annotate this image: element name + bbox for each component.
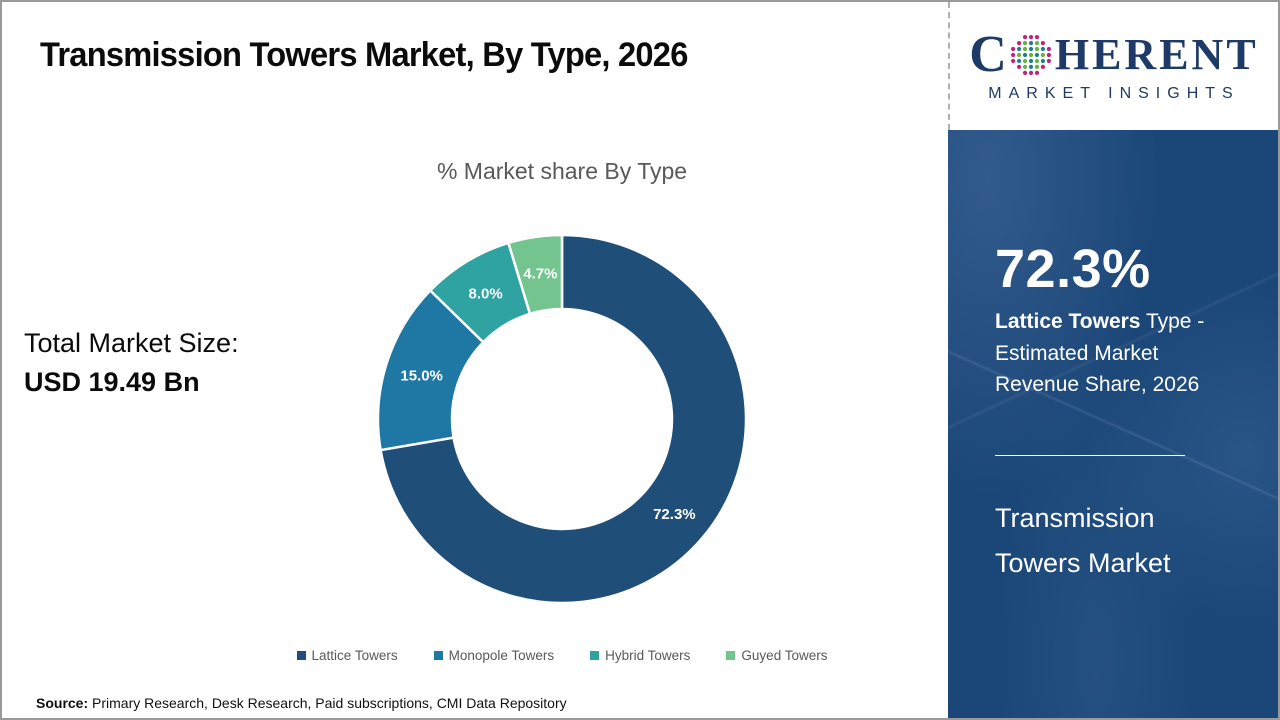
globe-dot [1028, 58, 1033, 64]
globe-dot [1040, 40, 1045, 46]
globe-dot [1034, 64, 1039, 70]
donut-slice-guyed-towers [506, 233, 564, 316]
legend-item-monopole-towers: Monopole Towers [433, 648, 555, 663]
globe-dot [1010, 58, 1016, 64]
globe-dot [1028, 64, 1033, 70]
logo-wordmark: C HERENT [969, 29, 1258, 81]
page-title: Transmission Towers Market, By Type, 202… [40, 36, 688, 74]
globe-dot [1016, 58, 1022, 64]
legend-label: Hybrid Towers [605, 648, 691, 663]
globe-dot [1034, 58, 1039, 64]
total-market-size-value: USD 19.49 Bn [24, 367, 200, 397]
globe-dot [1034, 35, 1039, 40]
globe-dot [1046, 46, 1051, 52]
globe-dot [1028, 46, 1033, 52]
donut-chart: 72.3% 15.0% 8.0% 4.7% [372, 229, 752, 609]
sidebar-stat-caption: Type - Estimated Market Revenue Share, 2… [995, 310, 1205, 396]
globe-dot [1016, 52, 1022, 58]
globe-dot [1010, 52, 1016, 58]
globe-dot [1034, 40, 1039, 46]
donut-slice-label: 4.7% [523, 266, 557, 283]
globe-dot [1022, 52, 1028, 58]
donut-slice-label: 72.3% [653, 506, 696, 523]
legend-item-lattice-towers: Lattice Towers [296, 648, 398, 663]
globe-dot [1016, 64, 1022, 70]
globe-dot [1040, 46, 1045, 52]
source-attribution: Source: Primary Research, Desk Research,… [36, 695, 567, 711]
sidebar-stat-value: 72.3% [995, 239, 1151, 299]
globe-dot [1034, 70, 1039, 75]
chart-title: % Market share By Type [436, 158, 688, 184]
globe-dot [1046, 58, 1051, 64]
logo-subtitle: MARKET INSIGHTS [988, 85, 1240, 102]
legend-item-hybrid-towers: Hybrid Towers [590, 648, 690, 663]
globe-dot [1040, 64, 1045, 70]
legend-marker-icon [726, 651, 736, 660]
legend-label: Guyed Towers [741, 648, 828, 663]
globe-dot [1022, 46, 1028, 52]
globe-dot [1022, 70, 1028, 75]
globe-dot [1034, 46, 1039, 52]
legend-label: Monopole Towers [448, 648, 555, 663]
globe-dot [1022, 58, 1028, 64]
logo-letter-c: C [969, 26, 1007, 83]
globe-dot [1040, 58, 1045, 64]
globe-dot [1010, 46, 1016, 52]
globe-dot [1034, 52, 1039, 58]
globe-dot [1022, 35, 1028, 40]
donut-slice-label: 15.0% [400, 367, 443, 384]
logo-letters-herent: HERENT [1054, 30, 1259, 79]
donut-slice-label: 8.0% [468, 285, 502, 302]
chart-legend: Lattice Towers Monopole Towers Hybrid Towe… [232, 648, 892, 663]
legend-label: Lattice Towers [311, 648, 398, 663]
globe-dot [1022, 64, 1028, 70]
legend-item-guyed-towers: Guyed Towers [726, 648, 827, 663]
sidebar-stat-description: Lattice Towers Type - Estimated Market R… [995, 306, 1233, 401]
globe-dot [1040, 52, 1045, 58]
sidebar-stat-segment: Lattice Towers [995, 310, 1141, 333]
globe-dot [1028, 35, 1033, 40]
globe-dots-icon [1010, 35, 1051, 75]
globe-dot [1028, 40, 1033, 46]
source-label: Source: [36, 695, 89, 711]
globe-dot [1016, 46, 1022, 52]
globe-dot [1016, 40, 1022, 46]
legend-marker-icon [296, 651, 306, 660]
sidebar-panel: 72.3% Lattice Towers Type - Estimated Ma… [948, 130, 1278, 718]
sidebar-divider [995, 455, 1185, 456]
globe-dot [1022, 40, 1028, 46]
brand-logo: C HERENT MARKET INSIGHTS [948, 2, 1278, 130]
total-market-size-label: Total Market Size: [24, 328, 239, 358]
sidebar-market-title: Transmission Towers Market [995, 503, 1171, 578]
donut-slice-lattice-towers [379, 233, 748, 605]
legend-marker-icon [433, 651, 443, 660]
globe-dot [1046, 52, 1051, 58]
legend-marker-icon [590, 651, 600, 660]
globe-dot [1028, 52, 1033, 58]
source-text: Primary Research, Desk Research, Paid su… [92, 695, 567, 711]
total-market-size-block: Total Market Size: USD 19.49 Bn [24, 328, 239, 398]
globe-dot [1028, 70, 1033, 75]
donut-chart-svg: 72.3% 15.0% 8.0% 4.7% [376, 233, 748, 605]
